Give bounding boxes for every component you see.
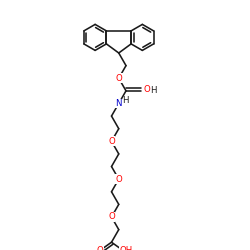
Text: H: H [122, 96, 129, 106]
Text: O: O [108, 212, 115, 222]
Text: OH: OH [120, 246, 133, 250]
Text: O: O [144, 85, 150, 94]
Text: O: O [108, 137, 115, 146]
Text: O: O [116, 175, 122, 184]
Text: N: N [116, 99, 122, 108]
Text: O: O [116, 74, 122, 83]
Text: H: H [150, 86, 157, 94]
Text: O: O [97, 246, 103, 250]
